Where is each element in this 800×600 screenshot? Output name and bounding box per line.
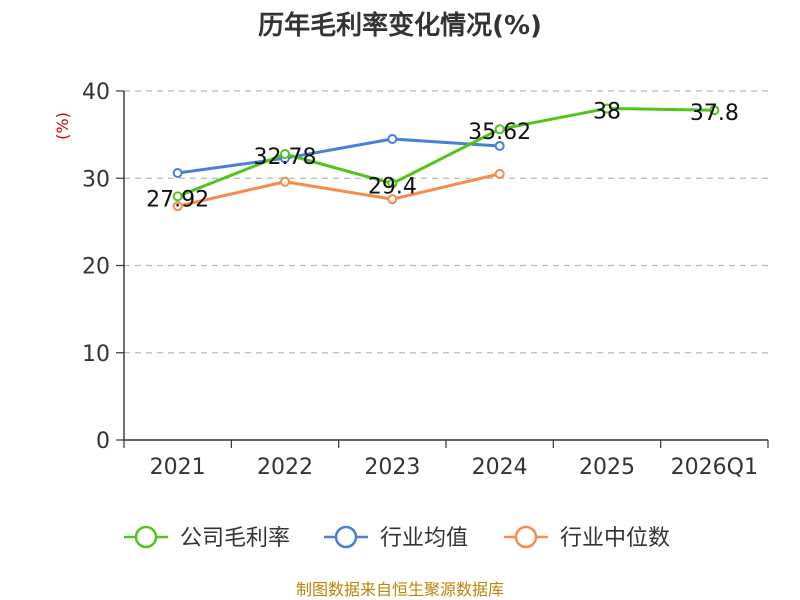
legend-label: 行业均值 — [380, 526, 468, 551]
data-label: 27.92 — [146, 187, 209, 212]
data-point[interactable] — [387, 178, 398, 189]
series-line — [177, 172, 501, 208]
data-labels: 27.92 32.78 29.4 35.62 38 37.8 — [146, 99, 739, 212]
chart-title: 历年毛利率变化情况(%) — [258, 10, 542, 41]
data-point[interactable] — [494, 124, 505, 135]
grid-lines — [124, 90, 768, 354]
series-2 — [172, 168, 505, 212]
data-point[interactable] — [387, 194, 398, 205]
legend-swatch-marker — [134, 525, 158, 549]
data-point[interactable] — [172, 168, 183, 179]
y-tick-label: 30 — [82, 167, 110, 192]
series-line — [177, 137, 500, 175]
x-tick-label: 2025 — [579, 455, 635, 480]
data-point[interactable] — [280, 176, 290, 187]
data-label: 32.78 — [254, 145, 317, 170]
y-tick-label: 40 — [82, 80, 110, 105]
x-tick-label: 2024 — [472, 455, 528, 480]
y-tick-label: 20 — [82, 255, 110, 280]
data-label: 29.4 — [368, 174, 417, 199]
data-point[interactable] — [172, 201, 183, 212]
data-point[interactable] — [172, 191, 183, 202]
legend[interactable]: 公司毛利率 行业均值 行业中位数 — [124, 525, 670, 551]
data-point[interactable] — [709, 105, 720, 116]
data-label: 38 — [593, 99, 621, 124]
legend-label: 公司毛利率 — [180, 526, 290, 551]
series-layer — [172, 103, 720, 212]
data-point[interactable] — [387, 133, 398, 144]
data-point[interactable] — [280, 148, 290, 159]
y-axis-label: (%) — [53, 112, 72, 140]
x-tick-label: 2023 — [364, 455, 420, 480]
source-note: 制图数据来自恒生聚源数据库 — [296, 580, 504, 599]
x-tick-label: 2026Q1 — [671, 455, 758, 480]
data-point[interactable] — [494, 168, 505, 179]
x-tick-label: 2022 — [257, 455, 313, 480]
legend-item[interactable]: 行业中位数 — [504, 525, 670, 551]
data-label: 37.8 — [690, 101, 739, 126]
data-point[interactable] — [602, 103, 612, 114]
y-tick-label: 10 — [82, 342, 110, 367]
axes: 0 10 20 30 40 2021 2022 2023 2024 2025 2026Q1 — [82, 80, 769, 480]
data-point[interactable] — [494, 140, 505, 151]
series-0 — [172, 103, 720, 202]
legend-swatch-marker — [334, 525, 358, 549]
legend-item[interactable]: 行业均值 — [324, 525, 468, 551]
series-1 — [172, 133, 505, 179]
y-tick-label: 0 — [96, 429, 110, 454]
x-tick-label: 2021 — [150, 455, 206, 480]
legend-label: 行业中位数 — [560, 526, 670, 551]
legend-swatch-marker — [514, 525, 538, 549]
series-line — [177, 106, 715, 198]
legend-item[interactable]: 公司毛利率 — [124, 525, 290, 551]
data-label: 35.62 — [468, 120, 531, 145]
